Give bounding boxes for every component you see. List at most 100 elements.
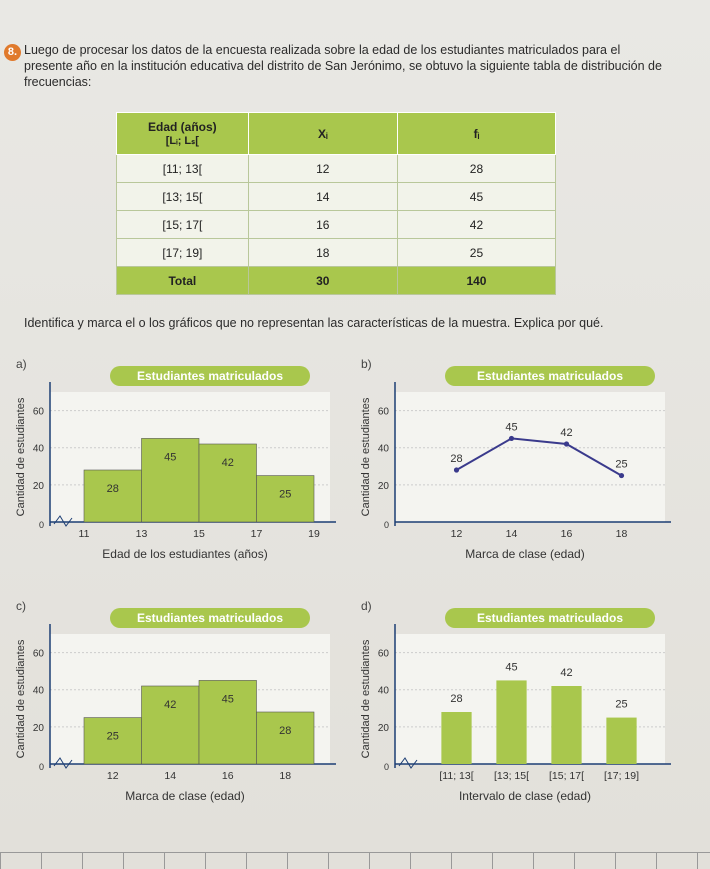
frequency-table: Edad (años) [Lᵢ; Lₛ[ Xᵢ fᵢ [11; 13[12 28[…	[116, 112, 557, 295]
bar-value-label: 25	[107, 731, 119, 743]
chart-title: Estudiantes matriculados	[137, 369, 283, 383]
bar-value-label: 42	[560, 667, 572, 679]
header-class-mark: Xᵢ	[247, 112, 398, 155]
bar	[256, 475, 315, 523]
chart-title: Estudiantes matriculados	[137, 611, 283, 625]
x-axis-label: Marca de clase (edad)	[465, 547, 584, 561]
chart-svg: c) Estudiantes matriculados 20 40 60 Cantidad…	[15, 599, 336, 803]
series-line	[456, 437, 622, 477]
cell-class-mark: 18	[247, 238, 398, 267]
x-tick-label: 12	[107, 770, 119, 782]
y-tick-label: 20	[33, 481, 45, 492]
x-tick-label: 19	[308, 528, 320, 540]
question-statement: Luego de procesar los datos de la encues…	[24, 43, 662, 89]
y-axis-label: Cantidad de estudiantes	[360, 397, 372, 516]
axis-break-icon	[53, 757, 73, 769]
bar-value-label: 25	[279, 489, 291, 501]
point-value-label: 25	[615, 459, 627, 471]
y-tick-label: 20	[378, 723, 390, 734]
bar-value-label: 28	[279, 725, 291, 737]
y-tick-label: 20	[33, 723, 45, 734]
y-axis-label: Cantidad de estudiantes	[15, 397, 27, 516]
x-category-label: [11; 13[	[439, 770, 473, 782]
x-tick-label: 16	[561, 528, 573, 540]
x-tick-label: 14	[164, 770, 176, 782]
bar-value-label: 28	[107, 483, 119, 495]
y-tick-label: 60	[378, 407, 390, 418]
chart-title-bar	[110, 608, 310, 628]
plot-background	[395, 392, 665, 522]
bar	[606, 717, 637, 764]
axis-break-icon	[398, 757, 418, 769]
data-point	[618, 472, 625, 479]
chart-letter-label: c)	[16, 599, 26, 613]
y-axis-label: Cantidad de estudiantes	[360, 639, 372, 758]
bar-value-label: 28	[450, 693, 462, 705]
origin-label: 0	[39, 520, 44, 530]
chart-title: Estudiantes matriculados	[477, 611, 623, 625]
chart-svg: d) Estudiantes matriculados 20 40 60 Cantidad…	[360, 599, 671, 803]
chart-title-bar	[110, 366, 310, 386]
bar	[441, 712, 472, 764]
table-row: [11; 13[12 28	[116, 154, 557, 183]
cell-class-mark: 14	[247, 182, 398, 211]
chart-b: b) Estudiantes matriculados 20 40 60 Cantidad…	[355, 352, 685, 585]
y-tick-label: 20	[378, 481, 390, 492]
x-tick-label: 18	[616, 528, 628, 540]
total-class-mark: 30	[247, 266, 398, 295]
x-tick-label: 16	[222, 770, 234, 782]
bar-value-label: 42	[164, 699, 176, 711]
y-tick-label: 60	[33, 649, 45, 660]
x-tick-label: 14	[506, 528, 518, 540]
table-body: [11; 13[12 28 [13; 15[14 45 [15; 17[16 42 [17;…	[116, 154, 557, 295]
bar	[83, 717, 142, 765]
bar-value-label: 25	[615, 699, 627, 711]
cell-class-mark: 16	[247, 210, 398, 239]
x-tick-label: 17	[251, 528, 263, 540]
chart-svg: b) Estudiantes matriculados 20 40 60 Cantidad…	[360, 357, 671, 561]
data-point	[563, 441, 570, 447]
bar-value-label: 42	[222, 457, 234, 469]
cell-interval: [17; 19]	[116, 238, 249, 267]
grid-paper-strip	[0, 852, 710, 869]
origin-label: 0	[39, 762, 44, 772]
table-total-row: Total 30 140	[116, 266, 557, 295]
chart-title-bar	[445, 608, 655, 628]
chart-title-bar	[445, 366, 655, 386]
point-value-label: 42	[560, 427, 572, 439]
chart-letter-label: d)	[361, 599, 372, 613]
question-number-badge: 8.	[4, 44, 21, 61]
chart-a: a) Estudiantes matriculados 20 40 60 Cantidad…	[10, 352, 350, 585]
chart-letter-label: a)	[16, 357, 27, 371]
total-frequency: 140	[396, 266, 557, 295]
data-point	[508, 435, 515, 442]
x-axis-label: Intervalo de clase (edad)	[459, 789, 591, 803]
chart-letter-label: b)	[361, 357, 372, 371]
chart-svg: a) Estudiantes matriculados 20 40 60 Cantidad…	[15, 357, 336, 561]
cell-frequency: 42	[396, 210, 557, 239]
bar	[551, 686, 582, 764]
y-tick-label: 60	[378, 649, 390, 660]
y-tick-label: 40	[378, 444, 390, 455]
header-interval: Edad (años) [Lᵢ; Lₛ[	[116, 112, 249, 155]
x-tick-label: 15	[193, 528, 205, 540]
x-tick-label: 12	[451, 528, 463, 540]
x-tick-label: 13	[136, 528, 148, 540]
x-tick-label: 11	[79, 528, 90, 540]
bar	[83, 469, 142, 523]
origin-label: 0	[384, 520, 389, 530]
x-category-label: [15; 17[	[549, 770, 584, 782]
bar	[256, 711, 315, 765]
bar	[496, 680, 527, 764]
y-tick-label: 60	[33, 407, 45, 418]
table-header-row: Edad (años) [Lᵢ; Lₛ[ Xᵢ fᵢ	[116, 112, 557, 155]
cell-interval: [11; 13[	[116, 154, 249, 183]
data-point	[453, 467, 460, 473]
cell-interval: [13; 15[	[116, 182, 249, 211]
x-category-label: [17; 19]	[604, 770, 639, 782]
cell-frequency: 25	[396, 238, 557, 267]
cell-interval: [15; 17[	[116, 210, 249, 239]
header-frequency: fᵢ	[396, 112, 557, 155]
bar-value-label: 45	[164, 451, 176, 463]
